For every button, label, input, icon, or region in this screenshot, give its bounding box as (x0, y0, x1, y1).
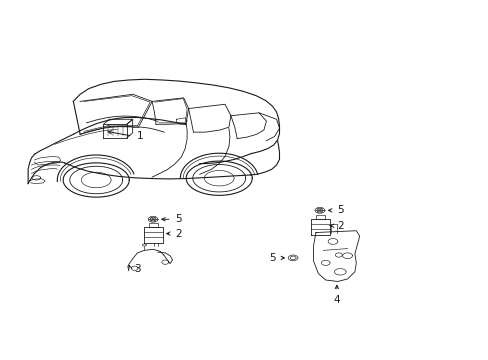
Text: 5: 5 (268, 253, 275, 263)
Text: 2: 2 (175, 229, 182, 239)
Text: 4: 4 (333, 295, 340, 305)
Text: 2: 2 (336, 221, 343, 231)
Text: 5: 5 (175, 214, 182, 224)
Text: 1: 1 (136, 131, 143, 141)
Text: 5: 5 (336, 205, 343, 215)
Text: 3: 3 (134, 264, 141, 274)
